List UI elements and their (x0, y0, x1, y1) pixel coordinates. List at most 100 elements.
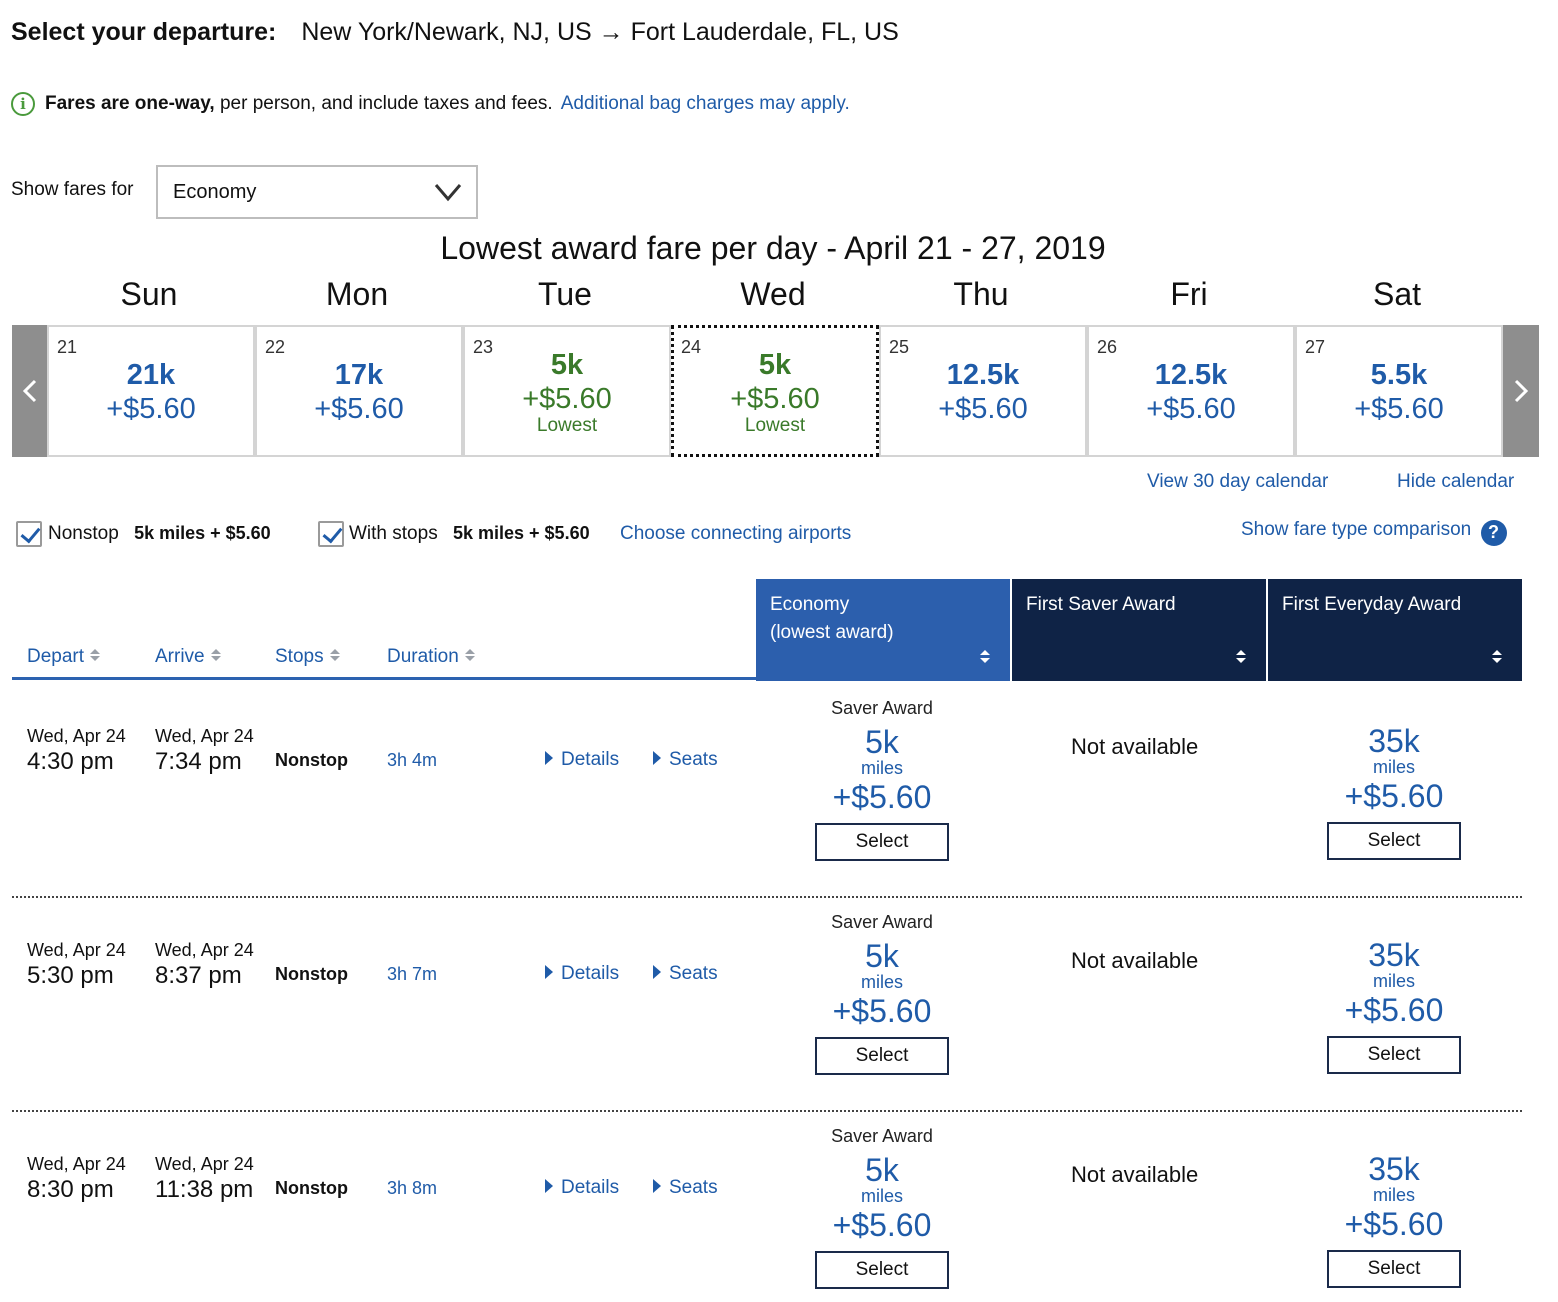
day-miles: 21k (126, 359, 176, 391)
duration-value: 3h 4m (387, 750, 438, 770)
arrive-time: 11:38 pm (155, 1176, 254, 1203)
fare-miles: 35k (1368, 723, 1420, 759)
fare-miles-label: miles (1372, 1185, 1415, 1205)
flight-row: Wed, Apr 24 8:30 pm Wed, Apr 24 11:38 pm… (0, 1110, 1558, 1302)
first-everyday-fare: 35k miles +$5.60 Select (1304, 1152, 1484, 1288)
economy-fare: Saver Award 5k miles +$5.60 Select (792, 698, 972, 861)
fare-note: i Fares are one-way, per person, and inc… (11, 92, 850, 116)
nonstop-filter: Nonstop 5k miles + $5.60 (48, 523, 271, 545)
fare-tax: +$5.60 (1344, 1206, 1444, 1242)
caret-right-icon (653, 1179, 661, 1193)
fare-miles: 35k (1368, 1151, 1420, 1187)
depart-date: Wed, Apr 24 (27, 940, 126, 960)
day-number: 24 (681, 337, 702, 357)
first-saver-column-header[interactable]: First Saver Award (1012, 579, 1266, 681)
calendar-day-cell[interactable]: 25 12.5k +$5.60 (879, 325, 1087, 457)
arrive-date: Wed, Apr 24 (155, 940, 254, 960)
cabin-select[interactable]: Economy (156, 165, 478, 219)
select-button[interactable]: Select (815, 1037, 949, 1075)
arrive-time: 8:37 pm (155, 962, 242, 989)
view-30-day-calendar-link[interactable]: View 30 day calendar (1147, 471, 1329, 492)
connecting-airports-link[interactable]: Choose connecting airports (620, 523, 852, 544)
fare-tax: +$5.60 (1344, 778, 1444, 814)
day-tax: +$5.60 (1146, 393, 1236, 425)
stops-value: Nonstop (275, 750, 348, 770)
fare-note-bold: Fares are one-way, (45, 93, 215, 114)
seats-link[interactable]: Seats (653, 1177, 718, 1199)
calendar-strip: 21 21k +$5.60 22 17k +$5.60 23 5k +$5.60… (12, 325, 1539, 457)
fare-comparison-link[interactable]: Show fare type comparison ? (1241, 519, 1507, 546)
hide-calendar-link[interactable]: Hide calendar (1397, 471, 1515, 492)
with-stops-checkbox[interactable] (318, 521, 344, 547)
sort-icon (90, 649, 100, 661)
lowest-badge: Lowest (744, 415, 806, 436)
calendar-day-cell[interactable]: 27 5.5k +$5.60 (1295, 325, 1503, 457)
seats-label: Seats (669, 963, 718, 984)
economy-fare-column-header[interactable]: Economy (lowest award) (756, 579, 1010, 681)
details-label: Details (561, 749, 620, 770)
economy-fare: Saver Award 5k miles +$5.60 Select (792, 1126, 972, 1289)
page-title: Select your departure: New York/Newark, … (11, 18, 899, 47)
sort-arrive[interactable]: Arrive (155, 646, 221, 668)
day-number: 21 (57, 337, 78, 357)
details-link[interactable]: Details (545, 1177, 619, 1199)
bag-charges-link[interactable]: Additional bag charges may apply. (560, 93, 850, 114)
fare-miles-label: miles (860, 758, 903, 778)
fare-type: Saver Award (831, 1126, 933, 1146)
details-label: Details (561, 1177, 620, 1198)
sort-stops[interactable]: Stops (275, 646, 340, 668)
sort-duration[interactable]: Duration (387, 646, 475, 668)
flight-row: Wed, Apr 24 5:30 pm Wed, Apr 24 8:37 pm … (0, 896, 1558, 1110)
seats-link[interactable]: Seats (653, 963, 718, 985)
details-label: Details (561, 963, 620, 984)
stops-value: Nonstop (275, 964, 348, 984)
fare-miles: 5k (865, 724, 899, 760)
dow-label: Tue (538, 276, 592, 312)
select-button[interactable]: Select (1327, 1250, 1461, 1288)
fare-tax: +$5.60 (1344, 992, 1444, 1028)
calendar-day-cell[interactable]: 21 21k +$5.60 (47, 325, 255, 457)
nonstop-price: 5k miles + $5.60 (134, 523, 271, 543)
calendar-prev-button[interactable] (12, 325, 48, 457)
day-tax: +$5.60 (1354, 393, 1444, 425)
calendar-day-cell[interactable]: 23 5k +$5.60 Lowest (463, 325, 671, 457)
fare-tax: +$5.60 (832, 779, 932, 815)
first-saver-unavailable: Not available (1071, 734, 1199, 759)
chevron-left-icon (22, 379, 37, 403)
departure-label: Select your departure: (11, 18, 277, 46)
route-text: New York/Newark, NJ, US → Fort Lauderdal… (301, 18, 899, 46)
first-everyday-column-header[interactable]: First Everyday Award (1268, 579, 1522, 681)
lowest-badge: Lowest (536, 415, 598, 436)
sort-icon (980, 650, 990, 663)
calendar-day-cell-selected[interactable]: 24 5k +$5.60 Lowest (671, 325, 879, 457)
select-button[interactable]: Select (815, 823, 949, 861)
nonstop-checkbox[interactable] (16, 521, 42, 547)
select-button[interactable]: Select (1327, 822, 1461, 860)
duration-value: 3h 7m (387, 964, 438, 984)
caret-right-icon (545, 965, 553, 979)
with-stops-label: With stops (349, 523, 438, 544)
select-button[interactable]: Select (815, 1251, 949, 1289)
stops-header: Stops (275, 646, 324, 667)
depart-date: Wed, Apr 24 (27, 1154, 126, 1174)
seats-link[interactable]: Seats (653, 749, 718, 771)
calendar-day-cell[interactable]: 26 12.5k +$5.60 (1087, 325, 1295, 457)
fare-type: Saver Award (831, 912, 933, 932)
day-miles: 12.5k (1154, 359, 1228, 391)
economy-header-line1: Economy (770, 594, 850, 615)
details-link[interactable]: Details (545, 749, 619, 771)
sort-depart[interactable]: Depart (27, 646, 100, 668)
help-icon: ? (1480, 519, 1507, 546)
duration-value: 3h 8m (387, 1178, 438, 1198)
details-link[interactable]: Details (545, 963, 619, 985)
arrive-time: 7:34 pm (155, 748, 242, 775)
sort-icon (465, 649, 475, 661)
with-stops-price: 5k miles + $5.60 (452, 523, 590, 543)
day-miles: 17k (334, 359, 384, 391)
calendar-day-cell[interactable]: 22 17k +$5.60 (255, 325, 463, 457)
select-button[interactable]: Select (1327, 1036, 1461, 1074)
calendar-next-button[interactable] (1503, 325, 1539, 457)
sort-icon (1492, 650, 1502, 663)
dow-label: Mon (325, 276, 389, 312)
caret-right-icon (653, 965, 661, 979)
